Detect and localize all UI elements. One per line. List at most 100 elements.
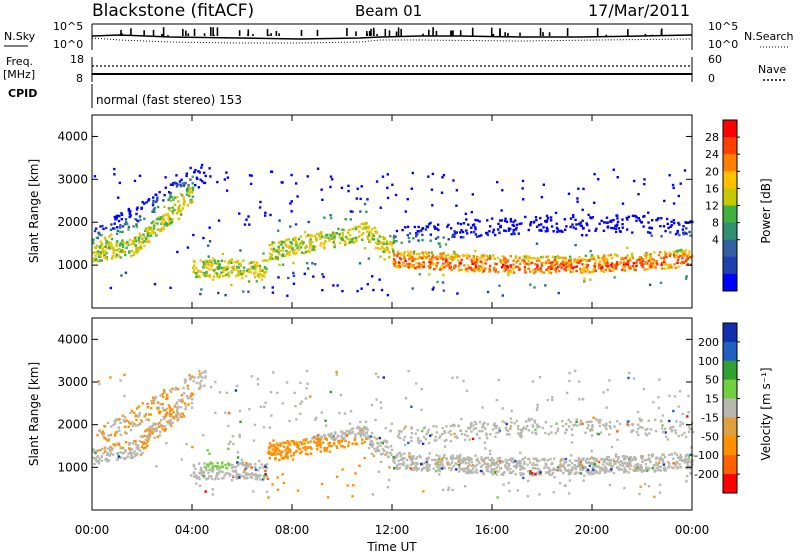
scatter-point (211, 466, 214, 470)
scatter-point (135, 248, 138, 251)
scatter-point (511, 223, 514, 227)
scatter-point (234, 465, 238, 469)
scatter-point (535, 423, 539, 426)
scatter-point (626, 456, 629, 459)
scatter-point (529, 221, 533, 224)
scatter-point (566, 263, 570, 267)
scatter-point (590, 256, 593, 259)
scatter-point (590, 420, 593, 423)
scatter-point (278, 449, 281, 452)
scatter-point (195, 476, 198, 480)
scatter-point (198, 275, 201, 279)
scatter-point (182, 392, 186, 395)
scatter-point (539, 471, 542, 474)
scatter-point (135, 251, 139, 254)
scatter-point (621, 226, 624, 229)
scatter-point (524, 257, 527, 260)
scatter-point (253, 423, 257, 427)
scatter-point (271, 248, 274, 251)
scatter-point (658, 378, 661, 381)
noise-tick-high-left: 10^5 (53, 20, 83, 33)
scatter-point (450, 461, 454, 464)
scatter-point (311, 248, 314, 251)
scatter-point (568, 459, 572, 462)
scatter-point (403, 256, 406, 260)
scatter-point (222, 270, 225, 274)
scatter-point (124, 416, 127, 419)
scatter-point (400, 430, 403, 433)
scatter-point (539, 269, 543, 272)
scatter-point (535, 242, 539, 245)
scatter-point (164, 176, 167, 179)
scatter-point (474, 227, 477, 231)
scatter-point (236, 265, 239, 269)
scatter-point (434, 256, 437, 259)
scatter-point (127, 208, 131, 212)
scatter-point (481, 266, 484, 269)
scatter-point (366, 198, 369, 201)
scatter-point (113, 167, 116, 171)
scatter-point (105, 240, 108, 243)
scatter-point (332, 241, 335, 244)
scatter-point (140, 435, 143, 438)
scatter-point (660, 217, 663, 220)
scatter-point (443, 266, 446, 269)
scatter-point (574, 218, 577, 222)
scatter-point (337, 439, 340, 443)
scatter-point (507, 271, 510, 274)
scatter-point (138, 215, 142, 218)
scatter-point (620, 258, 624, 261)
scatter-point (332, 435, 335, 438)
scatter-point (304, 438, 308, 441)
scatter-point (199, 384, 203, 388)
scatter-point (681, 228, 685, 231)
colorbar-frame (722, 322, 738, 494)
scatter-point (300, 443, 304, 446)
scatter-point (392, 236, 396, 239)
scatter-point (638, 417, 641, 420)
scatter-point (608, 469, 611, 472)
scatter-point (646, 458, 649, 462)
scatter-point (540, 255, 543, 259)
scatter-point (292, 440, 296, 444)
scatter-point (179, 184, 183, 188)
scatter-point (217, 276, 220, 279)
scatter-point (488, 229, 491, 233)
scatter-point (329, 185, 332, 189)
scatter-point (575, 459, 579, 462)
scatter-point (323, 246, 326, 250)
scatter-point (179, 399, 182, 402)
scatter-point (605, 467, 608, 470)
scatter-point (603, 467, 607, 470)
scatter-point (381, 245, 384, 248)
scatter-point (585, 263, 588, 266)
scatter-point (249, 182, 253, 186)
scatter-point (206, 262, 210, 265)
scatter-point (624, 457, 627, 461)
scatter-point (675, 462, 678, 466)
scatter-point (582, 479, 585, 482)
scatter-point (483, 462, 487, 466)
scatter-point (103, 254, 106, 257)
scatter-point (188, 191, 191, 194)
scatter-point (678, 458, 682, 462)
scatter-point (167, 404, 171, 407)
scatter-point (467, 471, 471, 475)
scatter-point (475, 463, 478, 467)
scatter-point (447, 488, 450, 492)
scatter-point (628, 467, 632, 471)
scatter-point (481, 423, 485, 426)
scatter-point (109, 452, 113, 455)
scatter-point (109, 376, 112, 379)
scatter-point (171, 183, 174, 186)
scatter-point (219, 466, 222, 469)
scatter-point (452, 464, 456, 468)
scatter-point (538, 268, 541, 271)
scatter-point (149, 228, 152, 231)
scatter-point (185, 174, 188, 178)
scatter-point (268, 457, 271, 460)
scatter-point (379, 453, 383, 456)
scatter-point (175, 196, 179, 199)
scatter-point (237, 270, 240, 274)
scatter-point (577, 462, 580, 466)
